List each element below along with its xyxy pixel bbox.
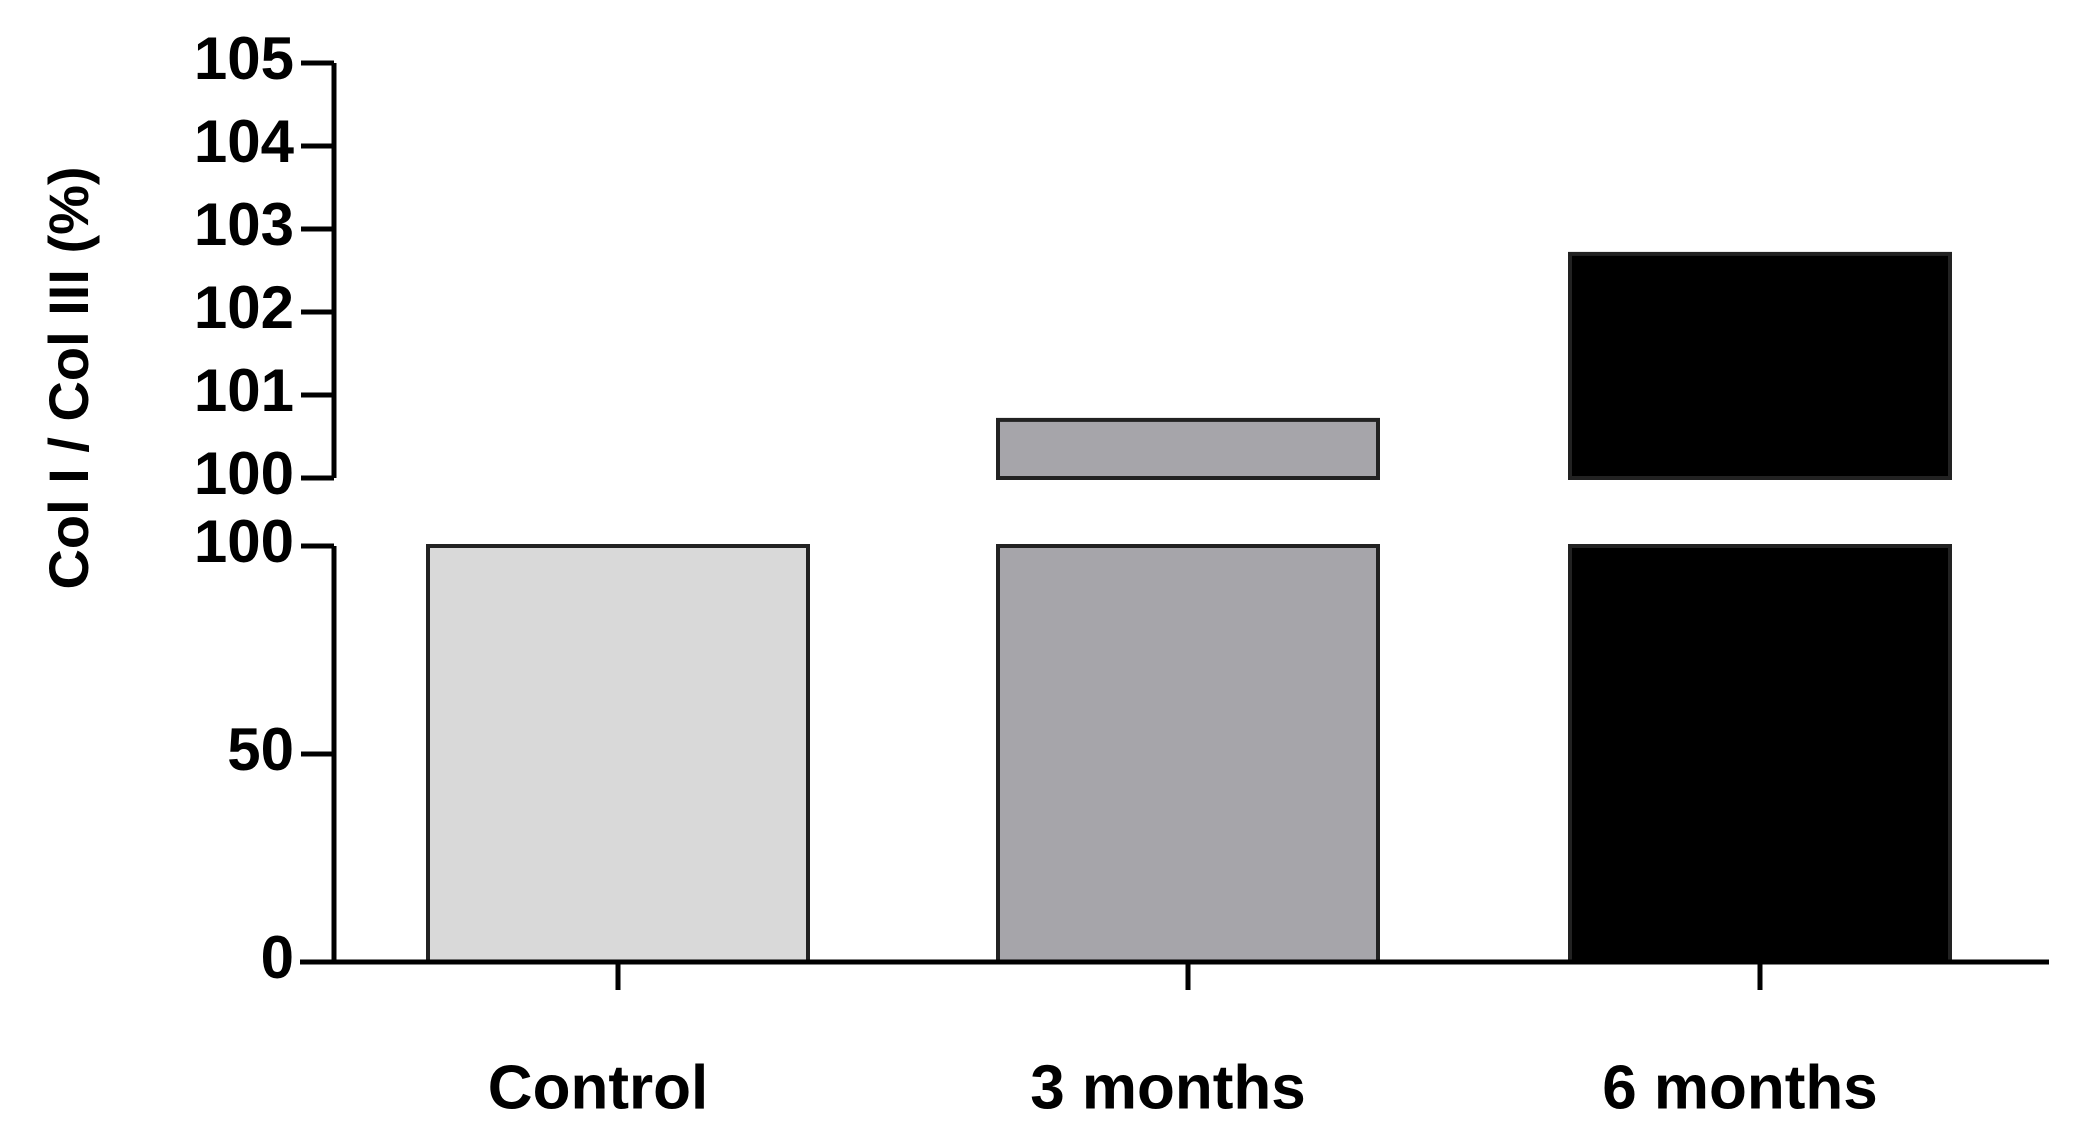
bar [1568, 544, 1952, 964]
bar [1568, 251, 1952, 480]
bar [996, 417, 1380, 480]
y-axis-title: Col I / Col III (%) [37, 166, 100, 589]
y-tick-label: 50 [227, 716, 294, 783]
axis-break [337, 480, 2052, 544]
y-tick-label: 102 [194, 274, 294, 341]
y-tick-label: 0 [261, 924, 294, 991]
bar [426, 544, 810, 964]
y-tick-label: 101 [194, 357, 294, 424]
x-tick-label: 6 months [1602, 1053, 1878, 1122]
y-tick-label: 100 [194, 440, 294, 507]
bar [996, 544, 1380, 964]
y-tick-label: 100 [194, 508, 294, 575]
y-tick-label: 105 [194, 25, 294, 92]
y-tick-label: 104 [194, 108, 295, 175]
x-tick-label: 3 months [1030, 1053, 1306, 1122]
x-tick-label: Control [488, 1053, 708, 1122]
y-tick-label: 103 [194, 191, 294, 258]
